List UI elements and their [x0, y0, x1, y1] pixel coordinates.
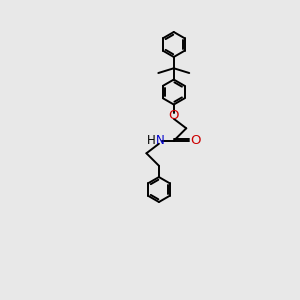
Text: O: O — [190, 134, 200, 147]
Text: N: N — [156, 134, 165, 147]
Text: O: O — [169, 109, 179, 122]
Text: H: H — [147, 134, 156, 147]
